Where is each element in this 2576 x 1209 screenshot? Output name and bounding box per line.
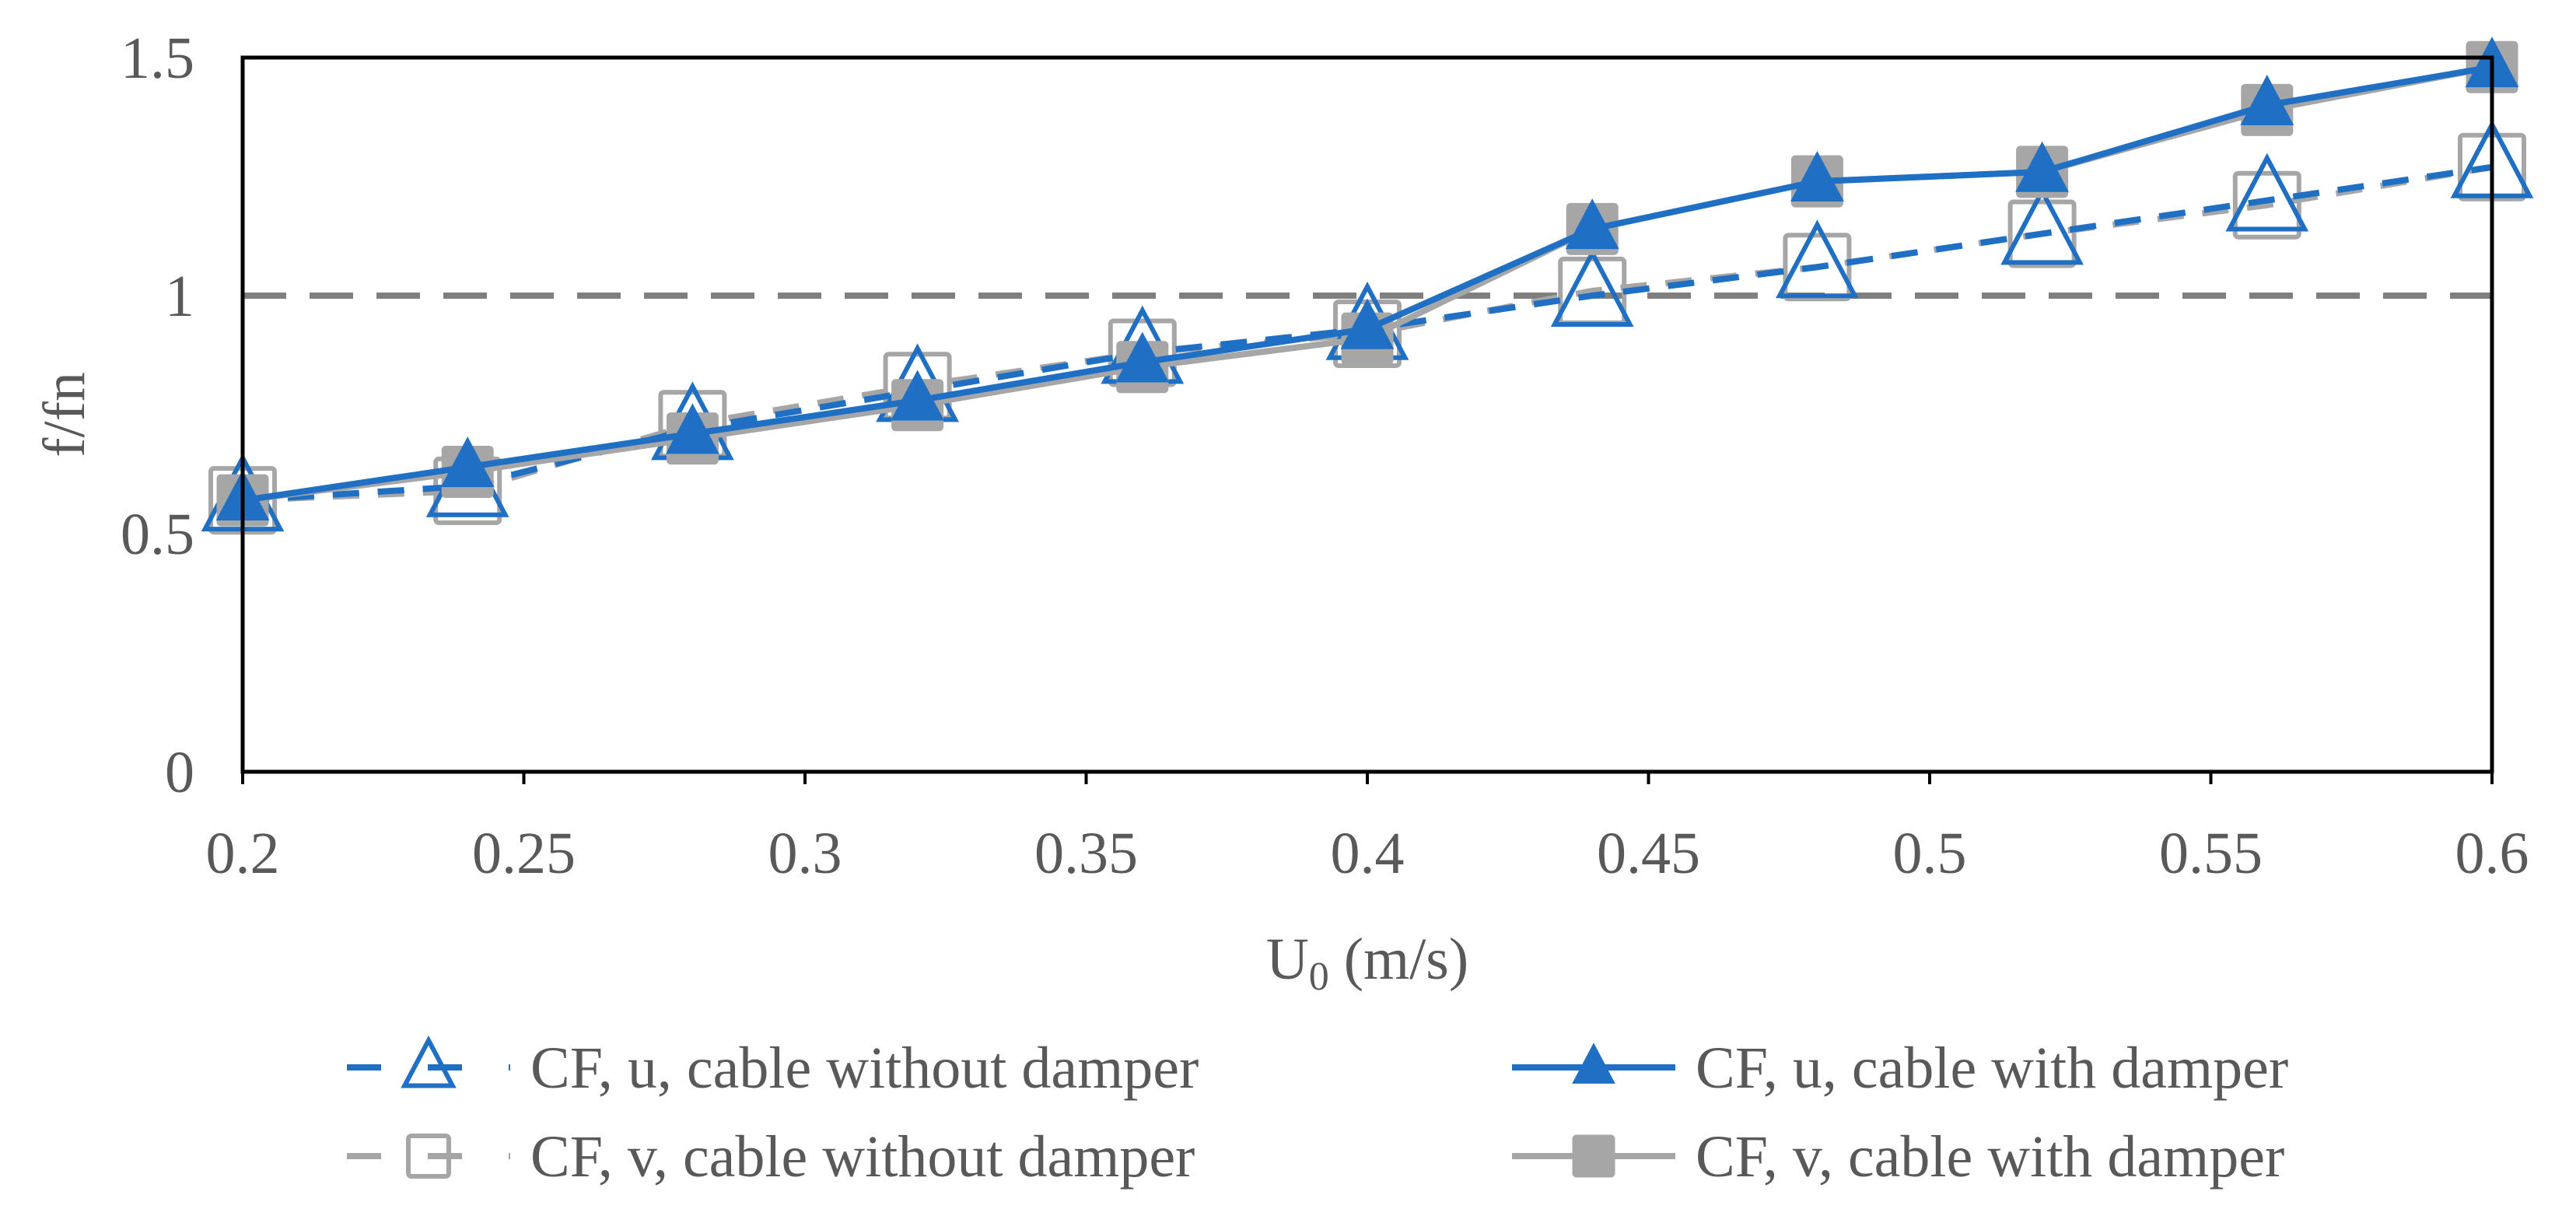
legend-label: CF, u, cable with damper — [1696, 1036, 2288, 1101]
series-2-point — [1790, 150, 1844, 202]
series-2-point — [1115, 331, 1170, 383]
series-1-point — [1550, 248, 1634, 327]
series-2-point — [2015, 141, 2069, 192]
y-axis-title: f/fn — [32, 372, 97, 457]
legend-marker — [1572, 1134, 1615, 1178]
legend-marker — [401, 1035, 457, 1088]
legend-label: CF, v, cable with damper — [1696, 1124, 2284, 1190]
x-tick-label: 0.4 — [1331, 821, 1405, 886]
x-tick-label: 0.5 — [1893, 821, 1967, 886]
legend-entry-1: CF, u, cable without damper — [347, 1035, 1199, 1101]
y-tick-label: 1 — [165, 264, 194, 329]
legend-label: CF, v, cable without damper — [530, 1124, 1195, 1190]
series-layer — [201, 37, 2534, 535]
series-2-point — [2240, 75, 2294, 126]
series-2-point — [666, 403, 719, 454]
x-tick-label: 0.45 — [1597, 821, 1700, 886]
series-3-point — [2007, 199, 2077, 268]
series-2-point — [1340, 298, 1395, 349]
series-3-point — [2232, 170, 2301, 240]
legend-marker — [406, 1134, 451, 1179]
series-2-point — [891, 370, 944, 421]
series-2-point — [1565, 198, 1619, 250]
y-tick-label: 1.5 — [121, 26, 194, 91]
x-axis-title-main: U — [1266, 927, 1309, 992]
y-tick-label: 0.5 — [121, 502, 194, 567]
x-tick-label: 0.2 — [206, 821, 280, 886]
series-2-point — [440, 436, 495, 488]
series-1-point — [2225, 152, 2309, 232]
x-tick-label: 0.3 — [768, 821, 842, 886]
series-1-point — [1776, 219, 1859, 299]
series-3-point — [1783, 233, 1852, 302]
y-tick-label: 0 — [165, 740, 194, 805]
plot-area-frame — [240, 55, 2494, 774]
series-1-point — [2000, 186, 2084, 265]
x-tick-label: 0.25 — [472, 821, 576, 886]
legend-entry-2: CF, u, cable with damper — [1512, 1036, 2288, 1101]
x-tick-label: 0.55 — [2159, 821, 2263, 886]
legend-marker — [1572, 1043, 1615, 1084]
legend-label: CF, u, cable without damper — [530, 1036, 1199, 1101]
legend-entry-4: CF, v, cable with damper — [1512, 1124, 2284, 1190]
tick-labels: 0.2 0.25 0.3 0.35 0.4 0.45 0.5 0.55 0.6 0 0.5 1 1.5 — [121, 26, 2529, 886]
legend: CF, u, cable without damper CF, u, cable … — [347, 1035, 2288, 1190]
x-axis-title-unit: (m/s) — [1329, 927, 1468, 992]
series-2 — [215, 37, 2519, 521]
x-axis-title-subscript: 0 — [1309, 955, 1329, 999]
legend-entry-3: CF, v, cable without damper — [347, 1124, 1195, 1190]
x-tick-label: 0.6 — [2455, 821, 2529, 886]
x-tick-label: 0.35 — [1034, 821, 1138, 886]
x-axis-title: U0 (m/s) — [1266, 927, 1468, 999]
